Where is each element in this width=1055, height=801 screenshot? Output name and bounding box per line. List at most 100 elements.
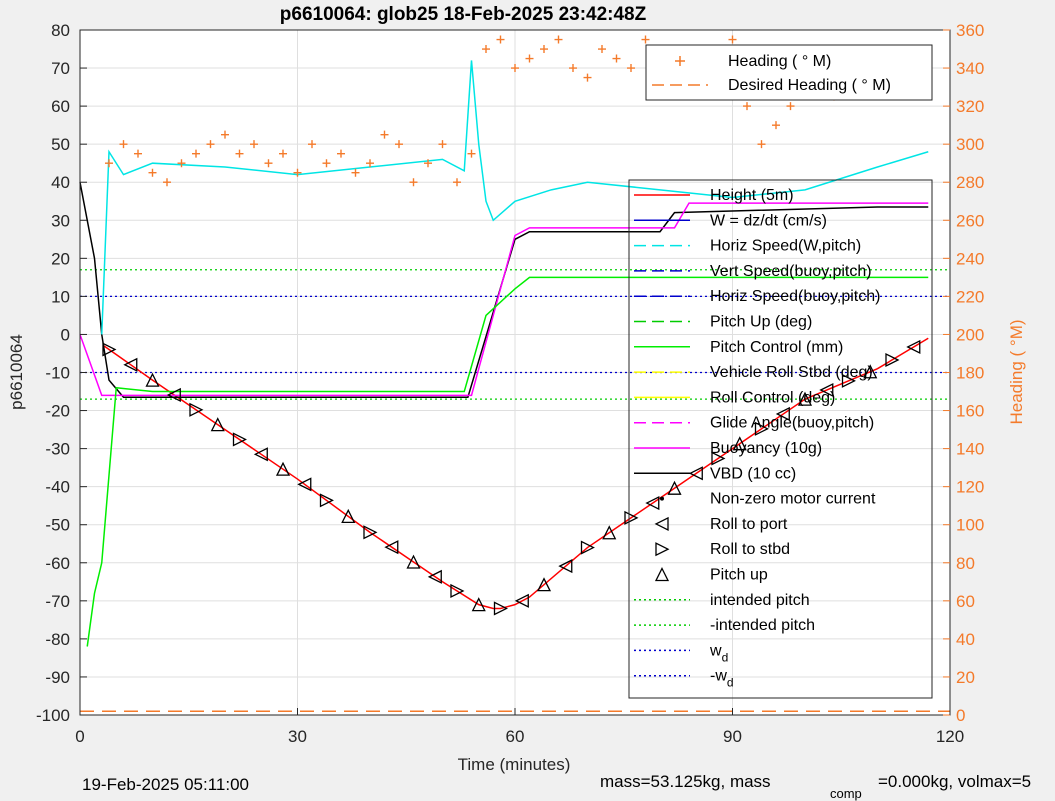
legend-label: Pitch Up (deg) bbox=[710, 314, 812, 331]
legend-top-box bbox=[645, 44, 933, 101]
y-left-tick-label: -70 bbox=[45, 592, 70, 611]
roll-marker bbox=[841, 373, 856, 388]
heading-point bbox=[192, 149, 200, 158]
legend-label: Vert Speed(buoy,pitch) bbox=[710, 263, 872, 280]
roll-marker bbox=[471, 597, 486, 612]
roll-marker bbox=[297, 477, 312, 492]
heading-point bbox=[641, 35, 650, 44]
y-right-tick-label: 200 bbox=[956, 325, 984, 344]
y-right-tick-label: 180 bbox=[956, 364, 984, 383]
heading-point bbox=[366, 159, 374, 168]
heading-point bbox=[453, 178, 461, 187]
heading-point bbox=[438, 140, 447, 149]
heading-point bbox=[496, 35, 505, 44]
heading-point bbox=[409, 178, 418, 187]
x-tick-label: 90 bbox=[723, 727, 742, 746]
y-left-tick-label: 60 bbox=[51, 97, 70, 116]
roll-marker bbox=[102, 342, 117, 357]
heading-point bbox=[380, 130, 389, 139]
chart-title: p6610064: glob25 18-Feb-2025 23:42:48Z bbox=[280, 4, 647, 25]
y-right-tick-label: 80 bbox=[956, 554, 975, 573]
heading-point bbox=[511, 64, 519, 73]
legend-label: W = dz/dt (cm/s) bbox=[710, 212, 827, 229]
legend-label: Height (5m) bbox=[710, 187, 794, 204]
legend-label: Roll to port bbox=[710, 516, 788, 533]
roll-marker bbox=[166, 387, 181, 403]
roll-marker bbox=[493, 601, 508, 616]
y-left-tick-label: 0 bbox=[61, 325, 70, 344]
heading-point bbox=[351, 168, 360, 177]
y-right-tick-label: 160 bbox=[956, 402, 984, 421]
heading-point bbox=[177, 159, 186, 168]
legend-swatch bbox=[654, 516, 669, 531]
heading-point bbox=[322, 159, 331, 168]
y-left-tick-label: 20 bbox=[51, 249, 70, 268]
heading-point bbox=[612, 54, 621, 63]
heading-point bbox=[786, 102, 795, 111]
heading-point bbox=[206, 140, 215, 149]
roll-marker bbox=[624, 510, 639, 525]
legend-swatch bbox=[654, 567, 670, 582]
roll-marker bbox=[384, 540, 399, 555]
roll-marker bbox=[732, 436, 747, 451]
y-left-tick-label: -10 bbox=[45, 364, 70, 383]
x-tick-label: 30 bbox=[288, 727, 307, 746]
legend-label: Vehicle Roll Stbd (deg) bbox=[710, 364, 873, 381]
heading-point bbox=[134, 149, 142, 158]
y-right-tick-label: 120 bbox=[956, 478, 984, 497]
roll-marker bbox=[580, 540, 595, 555]
heading-point bbox=[467, 149, 476, 158]
y-right-tick-label: 320 bbox=[956, 97, 984, 116]
heading-point bbox=[395, 140, 403, 149]
legend-label: Desired Heading ( ° M) bbox=[728, 77, 891, 94]
roll-marker bbox=[797, 391, 813, 406]
roll-marker bbox=[427, 569, 442, 584]
y-right-tick-label: 140 bbox=[956, 440, 984, 459]
heading-point bbox=[772, 121, 780, 130]
heading-point bbox=[250, 140, 258, 149]
footer-volmax: =0.000kg, volmax=5 bbox=[878, 772, 1031, 791]
heading-point bbox=[337, 149, 345, 158]
roll-marker bbox=[602, 525, 617, 540]
legend-label: Roll Control (deg) bbox=[710, 389, 835, 406]
legend-main: Height (5m) W = dz/dt (cm/s) Horiz Speed(W… bbox=[628, 179, 933, 699]
roll-marker bbox=[885, 352, 900, 368]
roll-marker bbox=[863, 364, 878, 379]
y-left-tick-label: 40 bbox=[51, 173, 70, 192]
legend-swatch bbox=[660, 496, 664, 501]
y-left-tick-label: -30 bbox=[45, 440, 70, 459]
roll-marker bbox=[645, 495, 660, 511]
legend-main-box bbox=[628, 179, 933, 699]
roll-marker bbox=[754, 421, 769, 436]
roll-marker bbox=[536, 577, 552, 592]
y-right-tick-label: 260 bbox=[956, 211, 984, 230]
roll-marker bbox=[906, 339, 921, 354]
roll-marker bbox=[406, 554, 421, 569]
legend-label: Roll to stbd bbox=[710, 541, 790, 558]
roll-marker bbox=[558, 559, 573, 574]
y-axis-right-label: Heading ( °M) bbox=[1007, 319, 1026, 424]
roll-marker bbox=[667, 480, 682, 495]
roll-marker bbox=[145, 372, 160, 387]
y-right-tick-label: 40 bbox=[956, 630, 975, 649]
x-tick-label: 60 bbox=[506, 727, 525, 746]
heading-point bbox=[293, 168, 302, 177]
legend-label: Pitch up bbox=[710, 567, 768, 584]
y-left-tick-label: -90 bbox=[45, 668, 70, 687]
heading-point bbox=[221, 130, 229, 139]
legend-label: Buoyancy (10g) bbox=[710, 440, 822, 457]
heading-point bbox=[569, 64, 577, 73]
roll-marker bbox=[232, 432, 247, 447]
legend-label: -intended pitch bbox=[710, 617, 815, 634]
series-line bbox=[101, 60, 929, 335]
y-left-tick-label: -40 bbox=[45, 478, 70, 497]
y-right-tick-label: 100 bbox=[956, 516, 984, 535]
y-right-tick-label: 280 bbox=[956, 173, 984, 192]
footer-timestamp: 19-Feb-2025 05:11:00 bbox=[82, 775, 249, 794]
y-left-ticks: 80 70 60 50 40 30 20 10 0 -10 -20 -30 -40 -50 -60 -70 -8… bbox=[36, 21, 87, 725]
heading-point bbox=[235, 149, 244, 158]
legend-label: Heading ( ° M) bbox=[728, 53, 831, 70]
heading-point bbox=[424, 159, 432, 168]
series-line bbox=[86, 276, 929, 647]
